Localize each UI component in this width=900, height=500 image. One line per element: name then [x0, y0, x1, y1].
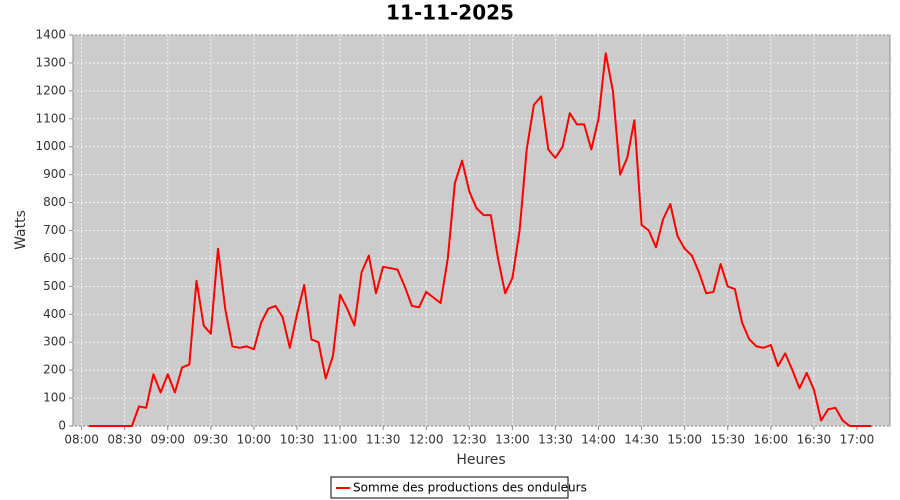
- y-tick-label: 500: [43, 279, 66, 293]
- legend-box: [330, 476, 569, 499]
- x-tick-label: 10:30: [280, 433, 315, 447]
- y-tick-label: 400: [43, 307, 66, 321]
- x-tick-label: 11:00: [323, 433, 358, 447]
- x-tick-label: 10:00: [237, 433, 272, 447]
- y-tick-label: 0: [58, 419, 66, 433]
- series-line: [88, 52, 872, 427]
- x-tick-label: 08:00: [64, 433, 99, 447]
- y-tick-label: 1100: [35, 111, 66, 125]
- y-tick-label: 1000: [35, 139, 66, 153]
- x-tick-label: 13:30: [538, 433, 573, 447]
- x-tick-label: 16:30: [797, 433, 832, 447]
- x-tick-label: 09:00: [150, 433, 185, 447]
- legend-text: Somme des productions des onduleurs: [353, 481, 587, 495]
- x-tick-label: 14:00: [581, 433, 616, 447]
- x-tick-label: 17:00: [840, 433, 875, 447]
- y-tick-label: 100: [43, 391, 66, 405]
- y-tick-label: 600: [43, 251, 66, 265]
- x-tick-label: 12:00: [409, 433, 444, 447]
- x-tick-label: 08:30: [107, 433, 142, 447]
- x-tick-label: 11:30: [366, 433, 401, 447]
- y-axis-label: Watts: [13, 210, 29, 250]
- x-tick-label: 15:00: [667, 433, 702, 447]
- y-tick-label: 700: [43, 223, 66, 237]
- x-tick-label: 16:00: [754, 433, 789, 447]
- y-tick-label: 1400: [35, 28, 66, 42]
- y-tick-label: 200: [43, 363, 66, 377]
- y-tick-label: 300: [43, 335, 66, 349]
- y-tick-label: 800: [43, 195, 66, 209]
- x-tick-label: 12:30: [452, 433, 487, 447]
- y-tick-label: 1200: [35, 83, 66, 97]
- x-tick-label: 13:00: [495, 433, 530, 447]
- y-tick-label: 1300: [35, 55, 66, 69]
- x-tick-label: 14:30: [624, 433, 659, 447]
- x-tick-label: 09:30: [194, 433, 229, 447]
- x-axis-label: Heures: [456, 452, 505, 468]
- y-tick-label: 900: [43, 167, 66, 181]
- chart-title: 11-11-2025: [386, 1, 514, 25]
- x-tick-label: 15:30: [710, 433, 745, 447]
